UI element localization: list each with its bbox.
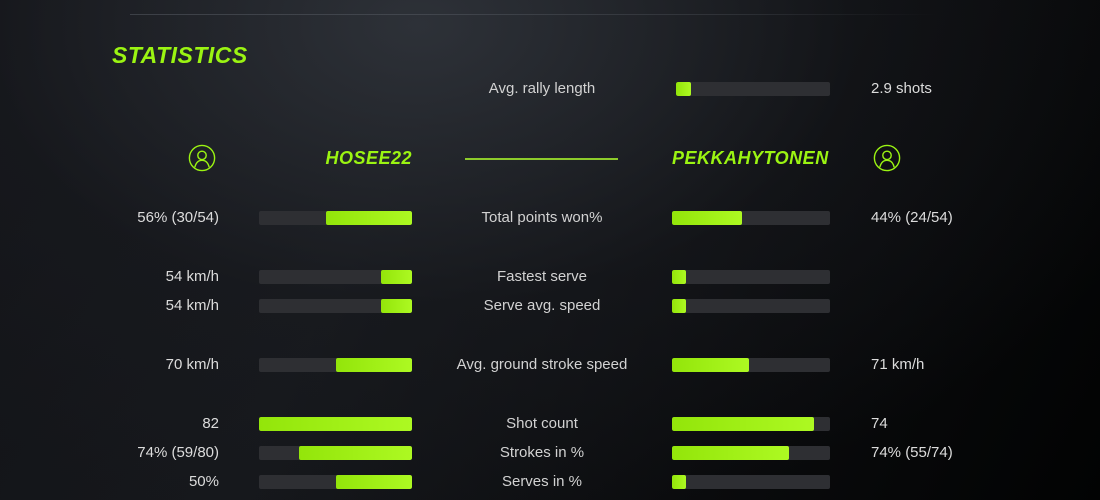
stat-bar-right bbox=[672, 270, 830, 284]
stat-bar-left bbox=[259, 270, 412, 284]
stat-bar-right bbox=[672, 211, 830, 225]
stat-value-left: 54 km/h bbox=[165, 297, 219, 314]
stat-value-right: 44% (24/54) bbox=[871, 209, 953, 226]
stat-row: 50% Serves in % bbox=[0, 473, 1100, 491]
stat-bar-left bbox=[259, 475, 412, 489]
stat-row: 56% (30/54) Total points won% 44% (24/54) bbox=[0, 209, 1100, 227]
stat-value-right: 74 bbox=[871, 415, 888, 432]
stat-bar-right-fill bbox=[672, 211, 742, 225]
stat-value-left: 82 bbox=[202, 415, 219, 432]
stat-row: 70 km/h Avg. ground stroke speed 71 km/h bbox=[0, 356, 1100, 374]
stat-bar-right bbox=[672, 475, 830, 489]
stat-value-left: 56% (30/54) bbox=[137, 209, 219, 226]
stat-bar-left-fill bbox=[326, 211, 412, 225]
stat-label: Avg. ground stroke speed bbox=[456, 356, 628, 373]
avg-rally-length-value: 2.9 shots bbox=[871, 80, 932, 97]
stat-bar-left-fill bbox=[335, 358, 412, 372]
stat-label: Serves in % bbox=[501, 473, 583, 490]
stat-bar-right-fill bbox=[672, 475, 687, 489]
stat-value-left: 54 km/h bbox=[165, 268, 219, 285]
stat-row: 74% (59/80) Strokes in % 74% (55/74) bbox=[0, 444, 1100, 462]
top-divider-line bbox=[130, 14, 940, 15]
stat-bar-right-fill bbox=[672, 358, 750, 372]
player-right-avatar-icon[interactable] bbox=[873, 144, 901, 172]
player-left-avatar-icon[interactable] bbox=[188, 144, 216, 172]
stat-label: Total points won% bbox=[481, 209, 603, 226]
stat-bar-left bbox=[259, 358, 412, 372]
players-divider-line bbox=[465, 158, 618, 160]
stat-bar-left bbox=[259, 299, 412, 313]
stat-bar-right-fill bbox=[672, 417, 815, 431]
stat-value-left: 50% bbox=[188, 473, 219, 490]
stat-value-right: 74% (55/74) bbox=[871, 444, 953, 461]
stat-bar-left bbox=[259, 211, 412, 225]
stat-bar-left bbox=[259, 417, 412, 431]
stat-row: 54 km/h Serve avg. speed bbox=[0, 297, 1100, 315]
stat-bar-left-fill bbox=[381, 270, 412, 284]
stat-value-left: 70 km/h bbox=[165, 356, 219, 373]
stat-value-right: 71 km/h bbox=[871, 356, 925, 373]
stat-bar-right bbox=[672, 446, 830, 460]
avg-rally-length-row: Avg. rally length 2.9 shots bbox=[0, 80, 1100, 98]
stat-bar-left-fill bbox=[335, 475, 412, 489]
stat-bar-right bbox=[672, 417, 830, 431]
stat-bar-left bbox=[259, 446, 412, 460]
stat-bar-left-fill bbox=[381, 299, 412, 313]
player-left-name: HOSEE22 bbox=[325, 148, 412, 168]
stat-bar-left-fill bbox=[259, 417, 412, 431]
avg-rally-length-bar bbox=[676, 82, 830, 96]
stat-label: Serve avg. speed bbox=[483, 297, 601, 314]
stat-label: Fastest serve bbox=[496, 268, 588, 285]
stat-row: 82 Shot count 74 bbox=[0, 415, 1100, 433]
stat-row: 54 km/h Fastest serve bbox=[0, 268, 1100, 286]
rally-bar-fill bbox=[676, 82, 692, 96]
stat-label: Strokes in % bbox=[499, 444, 585, 461]
stat-bar-left-fill bbox=[298, 446, 412, 460]
player-right-name: PEKKAHYTONEN bbox=[672, 148, 829, 168]
stat-bar-right-fill bbox=[672, 270, 687, 284]
stat-value-left: 74% (59/80) bbox=[137, 444, 219, 461]
stat-bar-right bbox=[672, 358, 830, 372]
stat-bar-right-fill bbox=[672, 299, 687, 313]
stat-bar-right bbox=[672, 299, 830, 313]
page-title: STATISTICS bbox=[112, 42, 248, 68]
stat-label: Shot count bbox=[506, 415, 578, 432]
avg-rally-length-label: Avg. rally length bbox=[488, 80, 596, 97]
stat-bar-right-fill bbox=[672, 446, 789, 460]
